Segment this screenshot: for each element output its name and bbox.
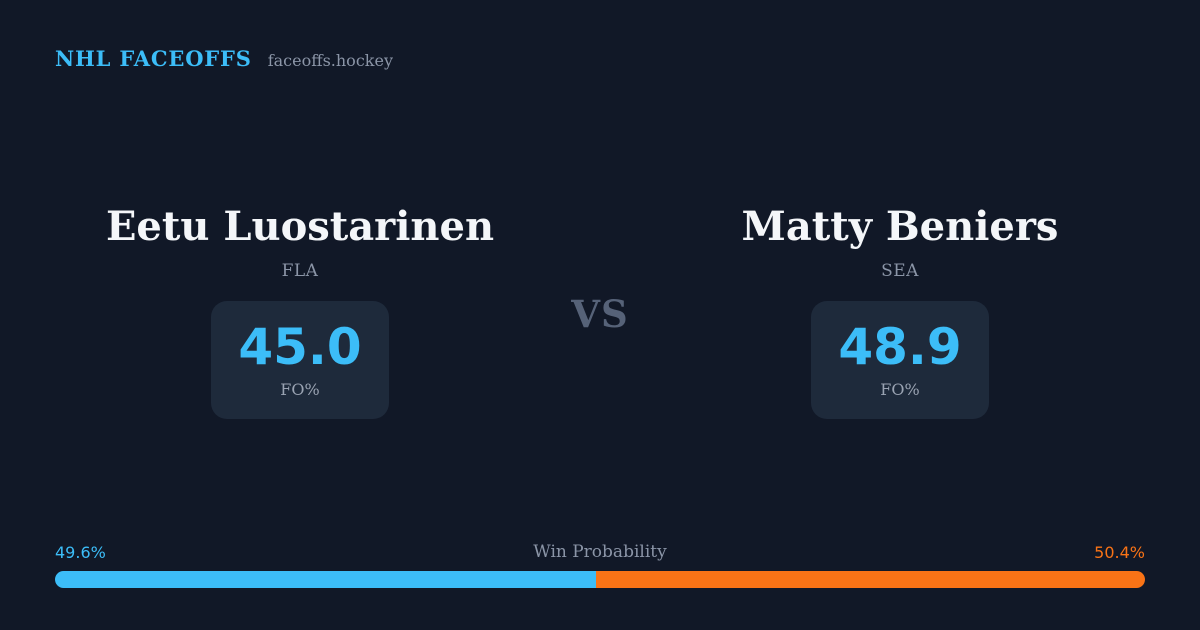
player-right-name: Matty Beniers: [741, 203, 1059, 250]
player-right-stat-label: FO%: [880, 379, 920, 399]
player-left-stat-label: FO%: [280, 379, 320, 399]
win-probability-left-pct: 49.6%: [55, 543, 106, 562]
matchup-section: Eetu Luostarinen FLA 45.0 FO% Matty Beni…: [0, 205, 1200, 419]
player-right-team: SEA: [881, 261, 919, 281]
brand-site-url: faceoffs.hockey: [267, 51, 393, 70]
player-left-stat-value: 45.0: [238, 317, 362, 376]
player-left-team: FLA: [281, 261, 319, 281]
win-probability-right-pct: 50.4%: [1094, 543, 1145, 562]
player-left-name: Eetu Luostarinen: [105, 203, 495, 250]
win-bar-right: [595, 571, 1145, 588]
player-right-stat-value: 48.9: [838, 317, 962, 376]
win-probability-labels: 49.6% Win Probability 50.4%: [55, 540, 1145, 562]
player-left: Eetu Luostarinen FLA 45.0 FO%: [0, 205, 600, 419]
win-bar-left: [55, 571, 596, 588]
brand-title: NHL FACEOFFS: [55, 46, 252, 71]
player-left-stat-card: 45.0 FO%: [211, 301, 389, 419]
win-probability-section: 49.6% Win Probability 50.4%: [55, 540, 1145, 588]
player-right-stat-card: 48.9 FO%: [811, 301, 989, 419]
header: NHL FACEOFFS faceoffs.hockey: [55, 46, 393, 71]
player-right: Matty Beniers SEA 48.9 FO%: [600, 205, 1200, 419]
win-probability-title: Win Probability: [533, 542, 667, 562]
win-probability-bar: [55, 571, 1145, 588]
